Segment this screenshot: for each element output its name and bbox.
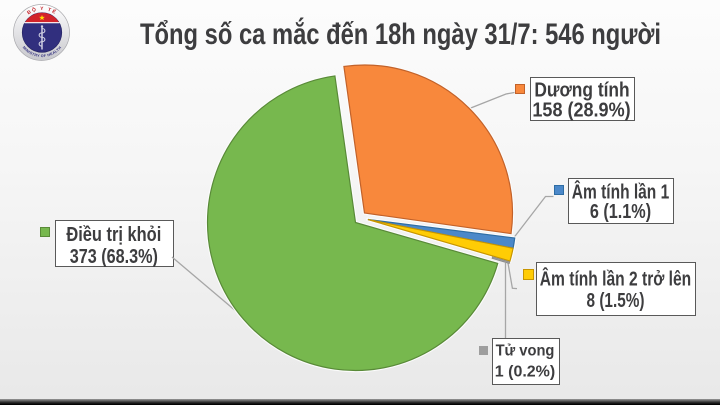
svg-text:373 (68.3%): 373 (68.3%) bbox=[70, 245, 158, 267]
svg-text:Dương tính: Dương tính bbox=[534, 78, 629, 100]
svg-text:Tử vong: Tử vong bbox=[496, 342, 555, 360]
svg-text:158 (28.9%): 158 (28.9%) bbox=[532, 100, 630, 122]
svg-text:Âm tính lần 1: Âm tính lần 1 bbox=[572, 180, 669, 203]
svg-text:Âm tính lần 2 trở lên: Âm tính lần 2 trở lên bbox=[540, 266, 691, 289]
svg-text:1 (0.2%): 1 (0.2%) bbox=[495, 363, 555, 380]
svg-text:BỘ Y TẾ: BỘ Y TẾ bbox=[26, 5, 58, 17]
svg-text:Điều trị khỏi: Điều trị khỏi bbox=[66, 223, 161, 246]
svg-text:Tổng số ca mắc đến 18h ngày 31: Tổng số ca mắc đến 18h ngày 31/7: 546 ng… bbox=[140, 16, 661, 50]
svg-text:6 (1.1%): 6 (1.1%) bbox=[590, 200, 651, 222]
svg-text:8 (1.5%): 8 (1.5%) bbox=[587, 289, 645, 311]
